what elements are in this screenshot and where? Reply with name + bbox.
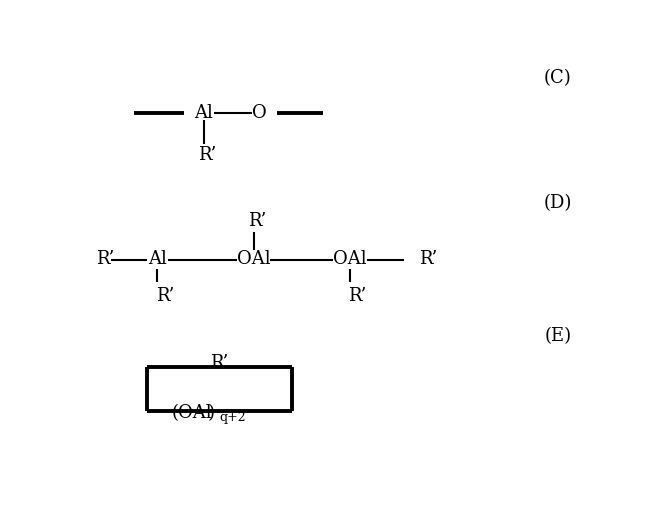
Text: (C): (C) — [544, 69, 572, 87]
Text: R’: R’ — [348, 286, 367, 305]
Text: OAl: OAl — [333, 250, 366, 269]
Text: O: O — [252, 104, 267, 122]
Text: R’: R’ — [96, 250, 114, 269]
Text: R’: R’ — [211, 354, 229, 373]
Text: R’: R’ — [419, 250, 438, 269]
Text: (E): (E) — [544, 328, 572, 345]
Text: R’: R’ — [248, 212, 267, 230]
Text: R’: R’ — [198, 146, 216, 164]
Text: Al: Al — [148, 250, 167, 269]
Text: OAl: OAl — [237, 250, 271, 269]
Text: R’: R’ — [156, 286, 174, 305]
Text: q+2: q+2 — [219, 411, 246, 424]
Text: ): ) — [207, 405, 215, 422]
Text: (D): (D) — [544, 194, 572, 212]
Text: (OAl: (OAl — [171, 405, 212, 422]
Text: Al: Al — [194, 104, 213, 122]
